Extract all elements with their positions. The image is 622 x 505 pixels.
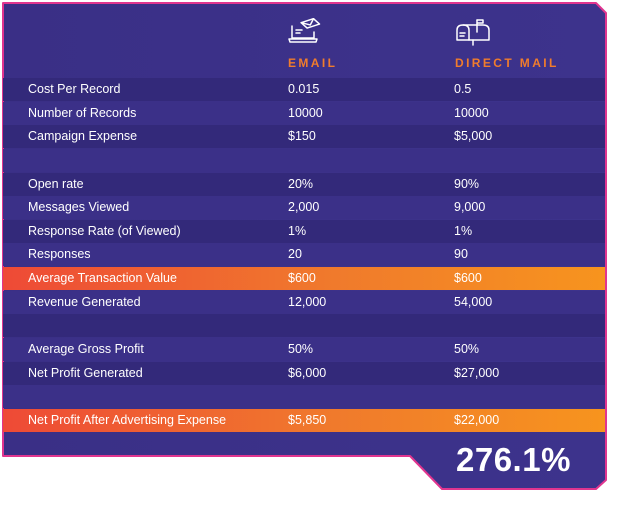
table-row-campaign-expense: Campaign Expense $150 $5,000: [3, 125, 605, 148]
table-row-revenue-generated: Revenue Generated 12,000 54,000: [3, 291, 605, 314]
table-spacer-row: [3, 385, 605, 408]
email-column-label: EMAIL: [288, 56, 338, 70]
mail-value: 10000: [454, 106, 489, 120]
email-value: 50%: [288, 342, 314, 356]
mail-value: $22,000: [454, 413, 500, 427]
mail-value: $600: [454, 271, 482, 285]
email-value: $150: [288, 129, 316, 143]
table-row-responses: Responses 20 90: [3, 243, 605, 266]
row-label: Net Profit Generated: [28, 366, 143, 380]
row-label: Average Gross Profit: [28, 342, 144, 356]
email-value: $6,000: [288, 366, 327, 380]
mail-value: 0.5: [454, 82, 472, 96]
email-value: $600: [288, 271, 316, 285]
row-label: Response Rate (of Viewed): [28, 224, 181, 238]
mail-value: 90: [454, 247, 468, 261]
mail-value: $27,000: [454, 366, 500, 380]
row-label: Cost Per Record: [28, 82, 121, 96]
table-row-number-of-records: Number of Records 10000 10000: [3, 102, 605, 125]
table-row-average-gross-profit: Average Gross Profit 50% 50%: [3, 338, 605, 361]
mail-value: 50%: [454, 342, 480, 356]
table-spacer-row: [3, 314, 605, 337]
row-label: Net Profit After Advertising Expense: [28, 413, 227, 427]
direct-mail-column-label: DIRECT MAIL: [455, 56, 559, 70]
email-value: 12,000: [288, 295, 327, 309]
mail-value: 90%: [454, 177, 480, 191]
mailbox-icon: [456, 19, 490, 46]
email-value: 2,000: [288, 200, 320, 214]
table-row-net-profit-generated: Net Profit Generated $6,000 $27,000: [3, 362, 605, 385]
mail-value: 9,000: [454, 200, 486, 214]
table-row-cost-per-record: Cost Per Record 0.015 0.5: [3, 78, 605, 101]
mail-value: 54,000: [454, 295, 493, 309]
roi-result-value: 276.1%: [456, 441, 571, 478]
row-label: Open rate: [28, 177, 84, 191]
row-label: Revenue Generated: [28, 295, 141, 309]
email-value: 10000: [288, 106, 323, 120]
table-row-response-rate: Response Rate (of Viewed) 1% 1%: [3, 220, 605, 243]
email-value: 1%: [288, 224, 307, 238]
table-row-net-profit-after-advertising: Net Profit After Advertising Expense $5,…: [3, 409, 605, 432]
email-value: 20: [288, 247, 302, 261]
email-value: $5,850: [288, 413, 327, 427]
row-label: Average Transaction Value: [28, 271, 177, 285]
table-row-open-rate: Open rate 20% 90%: [3, 173, 605, 196]
email-value: 20%: [288, 177, 314, 191]
email-value: 0.015: [288, 82, 320, 96]
row-label: Messages Viewed: [28, 200, 130, 214]
mail-value: 1%: [454, 224, 473, 238]
laptop-email-icon: [288, 18, 321, 43]
mail-value: $5,000: [454, 129, 493, 143]
table-row-messages-viewed: Messages Viewed 2,000 9,000: [3, 196, 605, 219]
row-label: Number of Records: [28, 106, 137, 120]
row-label: Campaign Expense: [28, 129, 138, 143]
table-spacer-row: [3, 149, 605, 172]
table-row-average-transaction-value: Average Transaction Value $600 $600: [3, 267, 605, 290]
row-label: Responses: [28, 247, 91, 261]
